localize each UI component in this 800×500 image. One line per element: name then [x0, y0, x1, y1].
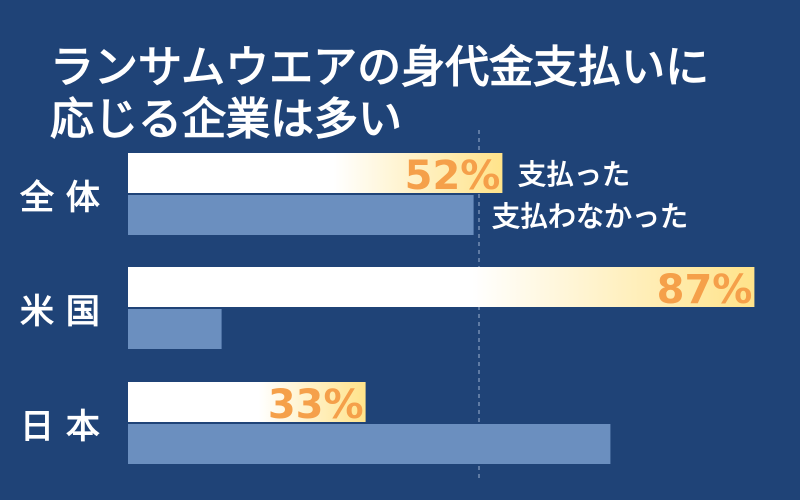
category-label: 全 体 — [19, 178, 100, 218]
legend-paid: 支払った — [518, 158, 630, 191]
bar-not-paid — [128, 424, 611, 464]
bar-not-paid — [128, 195, 474, 235]
chart-title-line-1: ランサムウエアの身代金支払いに — [50, 42, 709, 93]
category-label: 米 国 — [20, 292, 100, 332]
bar-paid — [128, 382, 366, 422]
bars — [128, 153, 755, 464]
data-label-paid: 87% — [657, 267, 753, 313]
category-label: 日 本 — [20, 407, 100, 447]
legend-not-paid: 支払わなかった — [492, 200, 688, 233]
bar-not-paid — [128, 309, 222, 349]
data-label-paid: 33% — [268, 382, 364, 428]
bar-paid — [128, 153, 503, 193]
chart-title-line-2: 応じる企業は多い — [50, 94, 402, 145]
bar-paid — [128, 267, 755, 307]
data-label-paid: 52% — [405, 153, 501, 199]
